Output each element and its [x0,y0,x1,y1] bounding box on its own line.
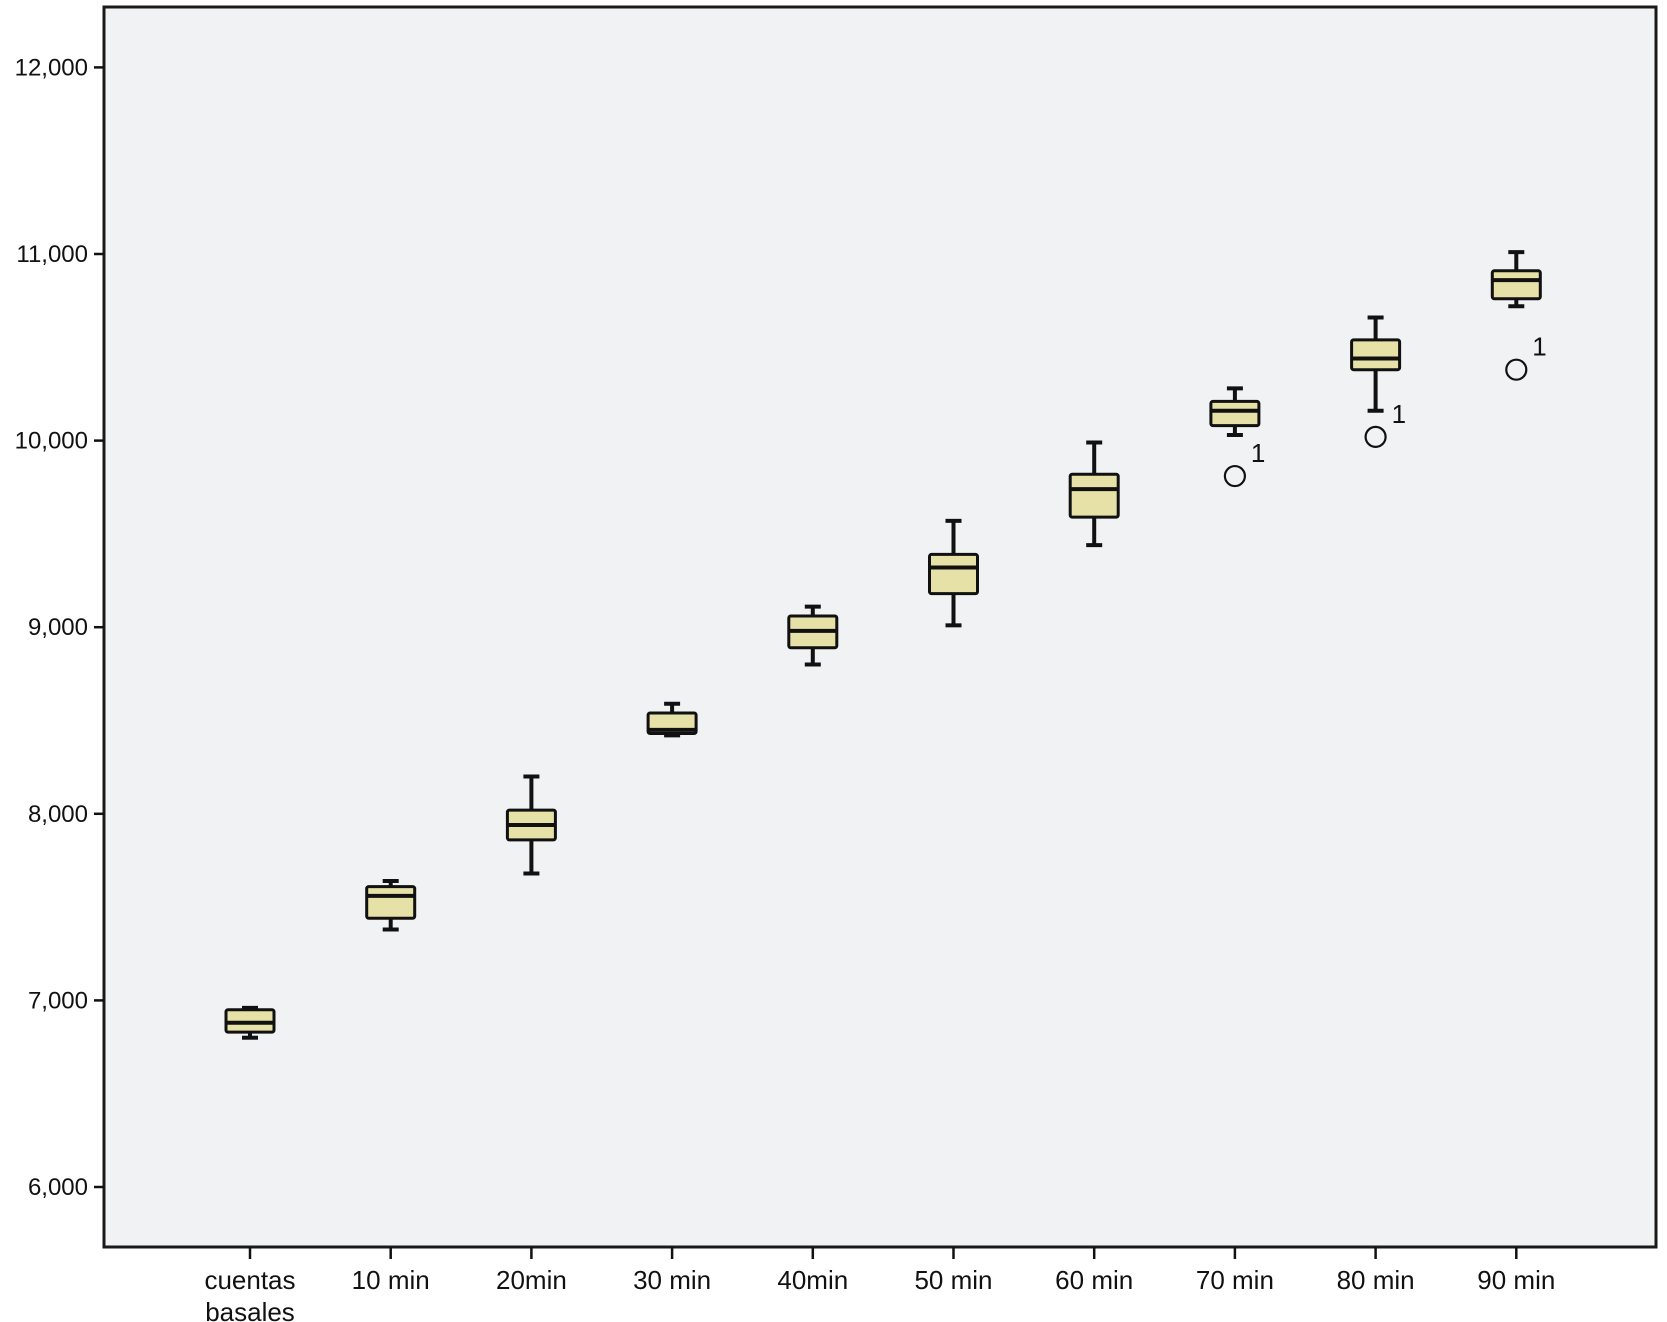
x-tick-label: 20min [496,1265,567,1295]
x-tick-label-line: 30 min [633,1265,711,1295]
x-tick-label: 90 min [1477,1265,1555,1295]
y-tick-label: 12,000 [15,54,88,81]
box-4 [787,604,839,667]
box-2 [505,774,557,876]
x-tick-label-line: 80 min [1337,1265,1415,1295]
x-tick-label: 50 min [914,1265,992,1295]
x-tick-label-line: 40min [777,1265,848,1295]
outlier-label: 1 [1392,399,1406,429]
box-iqr [928,552,979,596]
x-tick-label: 60 min [1055,1265,1133,1295]
box-iqr [365,885,417,920]
x-tick-label-line: 10 min [352,1265,430,1295]
x-tick-label-line: cuentas [204,1265,295,1295]
box-0 [224,1005,276,1040]
y-tick-label: 10,000 [15,428,88,455]
x-axis: cuentas basales 10 min 20min 30 min 40min 50 m… [204,1247,1555,1322]
y-tick-label: 8,000 [28,801,88,828]
y-tick-label: 6,000 [28,1174,88,1201]
box-6 [1068,440,1120,548]
x-tick-label-line: 60 min [1055,1265,1133,1295]
y-tick-label: 7,000 [28,987,88,1014]
box-7: 1 [1209,386,1265,488]
x-tick-label: 30 min [633,1265,711,1295]
x-tick-label: cuentas basales [204,1265,295,1322]
box-series: 1 1 1 [224,250,1547,1040]
box-iqr [1068,472,1120,519]
x-tick-label-line: basales [205,1297,295,1322]
y-tick-label: 9,000 [28,614,88,641]
plot-area [102,5,1658,1249]
outlier-label: 1 [1251,438,1265,468]
box-9: 1 [1490,250,1547,381]
x-tick-label-line: 90 min [1477,1265,1555,1295]
x-tick-label-line: 50 min [914,1265,992,1295]
x-tick-label: 10 min [352,1265,430,1295]
box-8: 1 [1350,315,1406,448]
x-tick-label-line: 20min [496,1265,567,1295]
y-axis: 6,000 7,000 8,000 9,000 10,000 11,000 12,000 [15,54,104,1201]
x-tick-label-line: 70 min [1196,1265,1274,1295]
outlier-point [1364,425,1387,448]
outlier-label: 1 [1532,332,1546,362]
outlier-point [1223,464,1247,488]
box-3 [646,701,698,738]
box-iqr [1490,269,1542,301]
box-iqr [1350,338,1402,372]
box-5 [928,518,979,628]
x-tick-label: 40min [777,1265,848,1295]
box-1 [365,878,417,932]
y-tick-label: 11,000 [16,241,88,268]
x-tick-label: 80 min [1337,1265,1415,1295]
box-iqr [1209,399,1261,428]
outlier-point [1505,358,1528,381]
x-tick-label: 70 min [1196,1265,1274,1295]
